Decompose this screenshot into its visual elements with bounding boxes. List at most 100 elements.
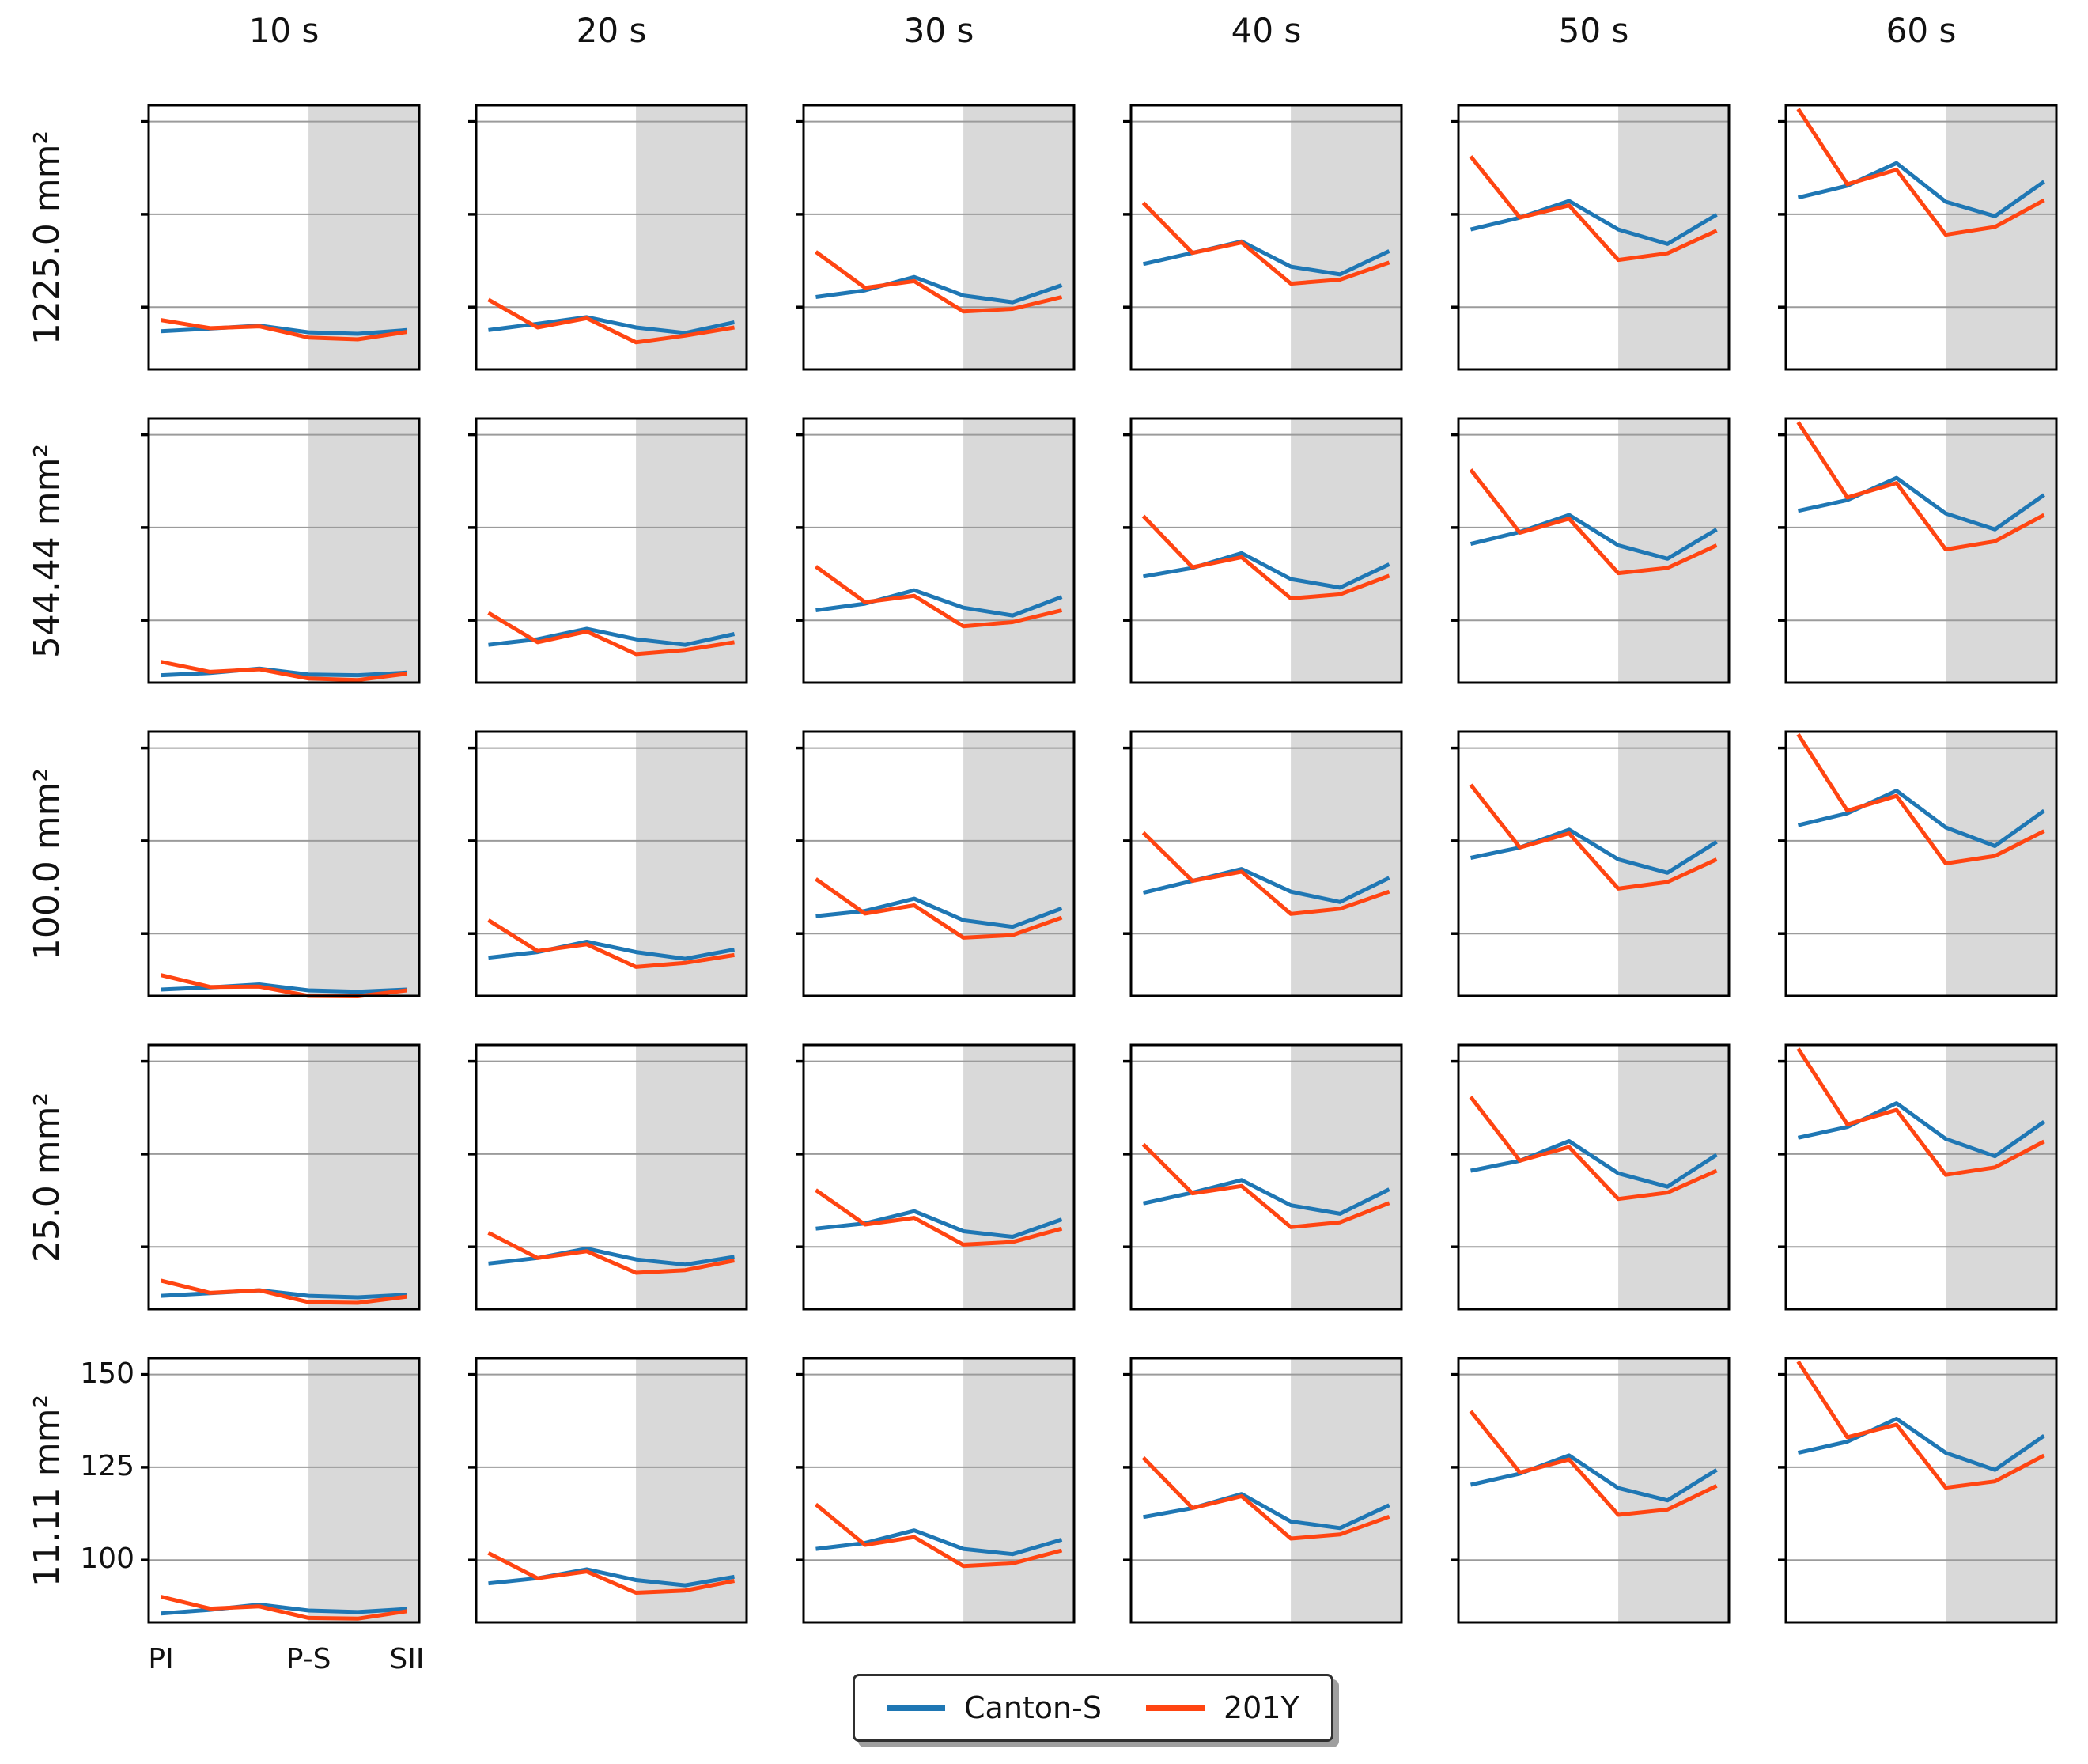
canton-s-line [1470, 827, 1718, 875]
subplot-r3c1 [468, 1043, 748, 1311]
canton-s-line [161, 982, 407, 994]
201y-line [487, 1231, 735, 1275]
axes-spines [1457, 104, 1731, 371]
subplot-canvas [1123, 1043, 1403, 1311]
subplot-r1c5 [1778, 417, 2058, 684]
column-title-50s: 50 s [1558, 11, 1629, 50]
shaded-region [963, 105, 1074, 369]
subplot-canvas [141, 104, 421, 371]
axes-spines [1784, 417, 2058, 684]
201y-line [1141, 201, 1390, 286]
column-title-20s: 20 s [576, 11, 647, 50]
subplot-r0c5 [1778, 104, 2058, 371]
shaded-region [636, 418, 747, 683]
canton-s-line [161, 1603, 407, 1616]
subplot-r1c4 [1451, 417, 1731, 684]
subplot-canvas [1451, 730, 1731, 997]
axes-spines [475, 104, 748, 371]
y-tick-label-100: 100 [80, 1543, 134, 1576]
subplot-canvas [796, 1043, 1076, 1311]
subplot-r4c5 [1778, 1357, 2058, 1624]
row-label-2: 100.0 mm² [0, 732, 95, 996]
subplot-canvas [1123, 417, 1403, 684]
canton-s-line [815, 1528, 1063, 1557]
subplot-r1c1 [468, 417, 748, 684]
shaded-region [1946, 732, 2056, 996]
canton-s-line [1143, 1492, 1390, 1531]
shaded-region [963, 732, 1074, 996]
subplot-r4c1 [468, 1357, 748, 1624]
axes-spines [802, 1043, 1076, 1311]
legend-item-201y: 201Y [1145, 1690, 1299, 1725]
shaded-region [963, 1045, 1074, 1309]
canton-s-line [1470, 199, 1718, 246]
shaded-region [1291, 105, 1401, 369]
axes-spines [802, 104, 1076, 371]
axes-spines [475, 417, 748, 684]
canton-s-line [1470, 1453, 1718, 1503]
canton-s-line [1142, 1178, 1390, 1216]
subplot-canvas [1123, 104, 1403, 371]
axes-spines [475, 1357, 748, 1624]
subplot-r2c0 [141, 730, 421, 998]
row-label-text: 544.44 mm² [27, 443, 68, 658]
column-title-30s: 30 s [903, 11, 974, 50]
subplot-r3c4 [1451, 1043, 1731, 1311]
axes-spines [475, 730, 748, 997]
y-tick-label-150: 150 [80, 1357, 134, 1390]
shaded-region [963, 1358, 1074, 1622]
axes-spines [147, 1043, 421, 1311]
shaded-region [1946, 1358, 2056, 1622]
subplot-canvas [1451, 417, 1731, 684]
subplot-canvas [1778, 1357, 2058, 1624]
canton-s-line [488, 940, 735, 961]
canton-s-line [1142, 867, 1390, 904]
canton-s-line [488, 1247, 735, 1267]
canton-s-line [161, 666, 407, 678]
subplot-canvas [141, 417, 421, 684]
201y-line [815, 250, 1063, 314]
201y-line [1141, 1142, 1390, 1229]
subplot-canvas [1451, 1357, 1731, 1624]
201y-line [160, 1278, 407, 1305]
subplot-r2c5 [1778, 730, 2058, 997]
canton-s-line [488, 1567, 735, 1588]
shaded-region [963, 418, 1074, 683]
row-label-1: 544.44 mm² [0, 418, 95, 683]
subplot-r3c2 [796, 1043, 1076, 1311]
201y-line [815, 877, 1063, 940]
canton-s-line [1797, 789, 2045, 848]
201y-line [1469, 155, 1718, 263]
axes-spines [147, 730, 421, 997]
subplot-canvas [1778, 104, 2058, 371]
canton-s-line [1797, 1101, 2045, 1159]
canton-s-line [815, 896, 1063, 929]
axes-spines [1784, 730, 2058, 997]
row-label-text: 25.0 mm² [27, 1092, 68, 1262]
axes-spines [802, 1357, 1076, 1624]
subplot-canvas [141, 1357, 421, 1624]
subplot-r0c0 [141, 104, 421, 371]
row-label-4: 11.11 mm² [0, 1358, 95, 1622]
subplot-r1c2 [796, 417, 1076, 684]
subplot-canvas [1451, 104, 1731, 371]
shaded-region [1291, 418, 1401, 683]
subplot-r0c3 [1123, 104, 1403, 371]
subplot-r3c0 [141, 1043, 421, 1311]
subplot-canvas [796, 1357, 1076, 1624]
shaded-region [308, 1358, 419, 1622]
axes-spines [1784, 1043, 2058, 1311]
subplot-canvas [1778, 417, 2058, 684]
axes-spines [802, 730, 1076, 997]
shaded-region [1946, 105, 2056, 369]
201y-line [1469, 468, 1718, 576]
subplot-r0c4 [1451, 104, 1731, 371]
201y-line [1469, 1410, 1718, 1517]
201y-line [161, 318, 407, 342]
axes-spines [1784, 104, 2058, 371]
subplot-canvas [468, 104, 748, 371]
column-title-40s: 40 s [1231, 11, 1302, 50]
shaded-region [308, 418, 419, 683]
subplot-canvas [1451, 1043, 1731, 1311]
canton-s-line [815, 1209, 1063, 1239]
